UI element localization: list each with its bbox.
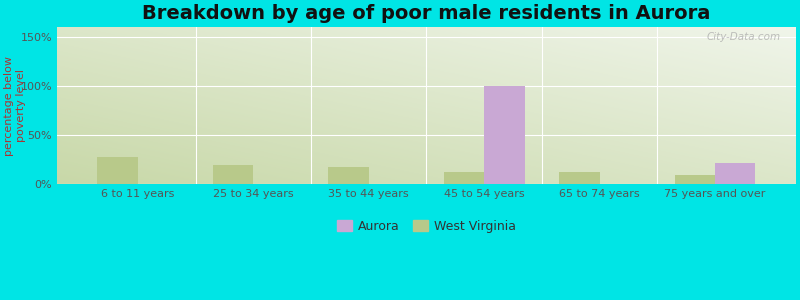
Bar <box>484 86 525 184</box>
Title: Breakdown by age of poor male residents in Aurora: Breakdown by age of poor male residents … <box>142 4 710 23</box>
Bar <box>213 165 254 184</box>
Text: City-Data.com: City-Data.com <box>707 32 781 42</box>
Bar <box>328 167 369 184</box>
Bar <box>715 163 755 184</box>
Bar <box>98 157 138 184</box>
Bar <box>674 176 715 184</box>
Bar <box>559 172 599 184</box>
Y-axis label: percentage below
poverty level: percentage below poverty level <box>4 56 26 156</box>
Bar <box>444 172 484 184</box>
Legend: Aurora, West Virginia: Aurora, West Virginia <box>332 214 521 238</box>
